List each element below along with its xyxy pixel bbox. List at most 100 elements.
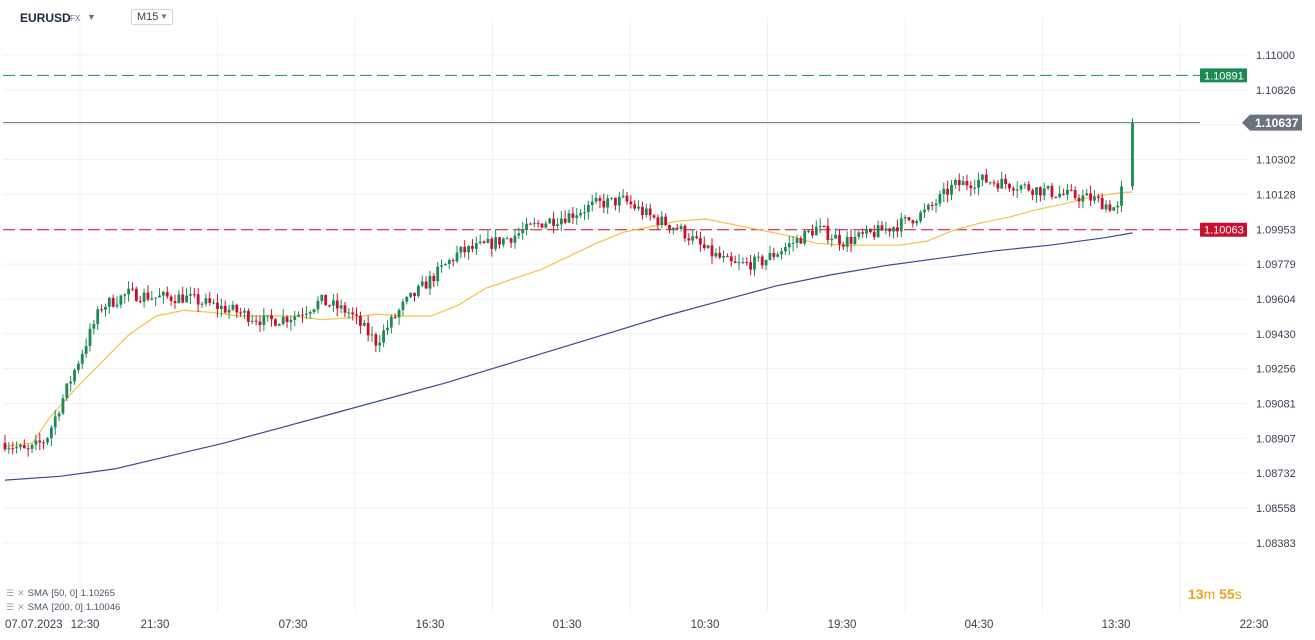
candle-body xyxy=(556,224,559,226)
candle-body xyxy=(660,216,664,225)
candle-body xyxy=(718,253,722,258)
indicator-settings-icon[interactable]: ☰ xyxy=(6,601,15,612)
countdown-seconds-unit: s xyxy=(1234,586,1242,602)
candle-body xyxy=(590,201,594,206)
candle-body xyxy=(69,381,73,384)
candle-body-last xyxy=(1131,122,1134,187)
candle-body xyxy=(741,262,745,264)
candle-body xyxy=(378,342,382,346)
candle-body xyxy=(138,301,142,303)
current-price-label: 1.10637 xyxy=(1255,116,1299,130)
candle-body xyxy=(436,266,440,282)
candle-body xyxy=(652,215,656,218)
candle-body xyxy=(386,327,389,331)
candle-body xyxy=(150,298,154,300)
candle-body xyxy=(134,288,138,302)
candle-body xyxy=(664,216,668,226)
candle-body xyxy=(274,319,277,326)
timeframe-selector[interactable]: M15 ▼ xyxy=(131,9,173,25)
current-price-tag xyxy=(1242,114,1302,131)
indicator-settings-icon[interactable]: ☰ xyxy=(6,587,15,598)
candle-body xyxy=(838,234,841,245)
indicator-params: [200, 0] xyxy=(51,601,83,613)
candle-body xyxy=(988,182,992,184)
candle-body xyxy=(339,305,343,309)
candle-body xyxy=(548,218,552,224)
candle-body xyxy=(331,300,335,306)
candle-body xyxy=(343,305,347,313)
sma-200-line xyxy=(4,232,1133,481)
candle-body xyxy=(807,230,810,232)
candle-body xyxy=(656,217,660,225)
candle-body xyxy=(316,300,320,310)
candle-body xyxy=(320,294,324,301)
candle-body xyxy=(695,236,698,239)
time-tick-label: 12:30 xyxy=(71,619,100,631)
candle-body xyxy=(370,334,374,336)
indicator-row-sma200: ☰ ✕ SMA [200, 0] 1.10046 xyxy=(6,600,120,614)
candle-body xyxy=(409,292,413,298)
sma-50-line xyxy=(4,191,1133,448)
candle-body xyxy=(540,223,544,228)
candle-body xyxy=(563,218,567,223)
indicator-label: SMA xyxy=(27,601,49,613)
candle-body xyxy=(861,232,865,234)
time-tick-label: 04:30 xyxy=(965,619,994,631)
candle-body xyxy=(154,297,158,299)
candle-body xyxy=(868,228,872,233)
candle-body xyxy=(1085,193,1089,196)
candle-body xyxy=(181,294,185,303)
time-tick-label: 07:30 xyxy=(279,619,308,631)
close-icon[interactable]: ✕ xyxy=(17,587,25,598)
candle-body xyxy=(30,444,34,449)
candle-body xyxy=(729,256,733,262)
price-tick-label: 1.10128 xyxy=(1256,189,1296,201)
candle-body xyxy=(474,243,478,249)
candle-body xyxy=(84,346,88,354)
candle-body xyxy=(1108,204,1112,211)
candle-body xyxy=(884,228,888,231)
candle-body xyxy=(776,254,780,257)
indicator-legend: ☰ ✕ SMA [50, 0] 1.10265 ☰ ✕ SMA [200, 0]… xyxy=(6,586,120,614)
candle-body xyxy=(559,218,563,225)
candle-body xyxy=(617,196,621,206)
symbol-dropdown-icon[interactable]: ▼ xyxy=(87,12,96,22)
candle-body xyxy=(281,316,285,325)
candle-body xyxy=(1073,190,1077,198)
candle-body xyxy=(19,445,22,448)
candle-body xyxy=(973,187,977,189)
candle-body xyxy=(1035,187,1038,195)
candle-body xyxy=(100,309,103,311)
candle-body xyxy=(772,252,776,257)
candle-body xyxy=(1019,185,1023,190)
candle-body xyxy=(92,324,96,329)
candle-body xyxy=(389,316,393,328)
candle-body xyxy=(896,227,899,232)
candle-body xyxy=(953,180,957,185)
time-tick-label: 16:30 xyxy=(416,619,445,631)
candle-body xyxy=(467,245,470,253)
symbol-name[interactable]: EURUSD xyxy=(20,11,71,25)
candle-body xyxy=(169,296,173,301)
price-tick-label: 1.10302 xyxy=(1256,155,1296,167)
candle-body xyxy=(200,303,204,305)
candle-body xyxy=(756,256,760,258)
candle-body xyxy=(552,218,555,226)
candle-body xyxy=(726,256,729,258)
sma-50-path xyxy=(4,191,1133,448)
candle-body xyxy=(880,225,884,231)
candle-body xyxy=(872,232,876,238)
candle-body xyxy=(366,322,370,336)
candle-body xyxy=(583,212,586,214)
close-icon[interactable]: ✕ xyxy=(17,601,25,612)
candle-body xyxy=(675,227,679,230)
candle-body xyxy=(494,237,498,249)
time-tick-label: 10:30 xyxy=(691,619,720,631)
candle-body xyxy=(679,225,683,230)
candle-body xyxy=(243,310,246,313)
price-tick-label: 1.10826 xyxy=(1256,85,1296,97)
candle-body xyxy=(826,226,830,240)
candle-body xyxy=(498,237,501,245)
